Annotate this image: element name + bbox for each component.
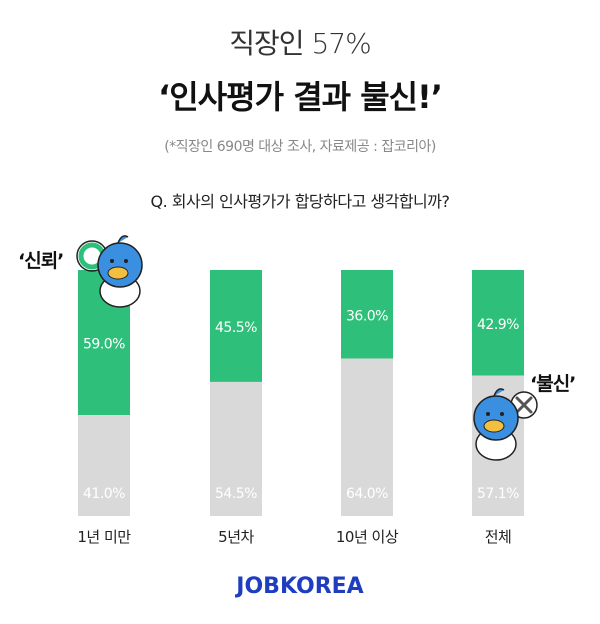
category-label: 전체 bbox=[485, 528, 512, 546]
data-label-distrust: 57.1% bbox=[477, 486, 519, 502]
trust-tag: ‘신뢰’ bbox=[18, 250, 64, 272]
bird-mascot-icon bbox=[97, 235, 143, 308]
distrust-tag: ‘불신’ bbox=[530, 373, 576, 395]
data-label-trust: 36.0% bbox=[346, 308, 388, 324]
category-label: 1년 미만 bbox=[77, 528, 131, 546]
data-label-distrust: 41.0% bbox=[83, 486, 125, 502]
data-label-trust: 42.9% bbox=[477, 317, 519, 333]
jobkorea-logo: JOBKOREA bbox=[236, 574, 364, 599]
data-label-distrust: 64.0% bbox=[346, 486, 388, 502]
bar-distrust bbox=[210, 381, 262, 516]
bar-trust bbox=[472, 270, 524, 376]
source-note: (*직장인 690명 대상 조사, 자료제공 : 잡코리아) bbox=[164, 139, 436, 155]
bar-distrust bbox=[341, 358, 393, 516]
survey-question: Q. 회사의 인사평가가 합당하다고 생각합니까? bbox=[150, 192, 450, 211]
bar-distrust bbox=[78, 415, 130, 516]
title-line1: 직장인 57% bbox=[229, 27, 371, 60]
category-label: 10년 이상 bbox=[336, 528, 399, 546]
bar-trust bbox=[341, 270, 393, 359]
bar-trust bbox=[210, 270, 262, 382]
category-label: 5년차 bbox=[218, 528, 254, 546]
data-label-trust: 59.0% bbox=[83, 337, 125, 353]
title-line2: ‘인사평가 결과 불신!’ bbox=[158, 78, 443, 116]
bird-mascot-icon bbox=[473, 388, 519, 461]
data-label-trust: 45.5% bbox=[215, 320, 257, 336]
data-label-distrust: 54.5% bbox=[215, 486, 257, 502]
